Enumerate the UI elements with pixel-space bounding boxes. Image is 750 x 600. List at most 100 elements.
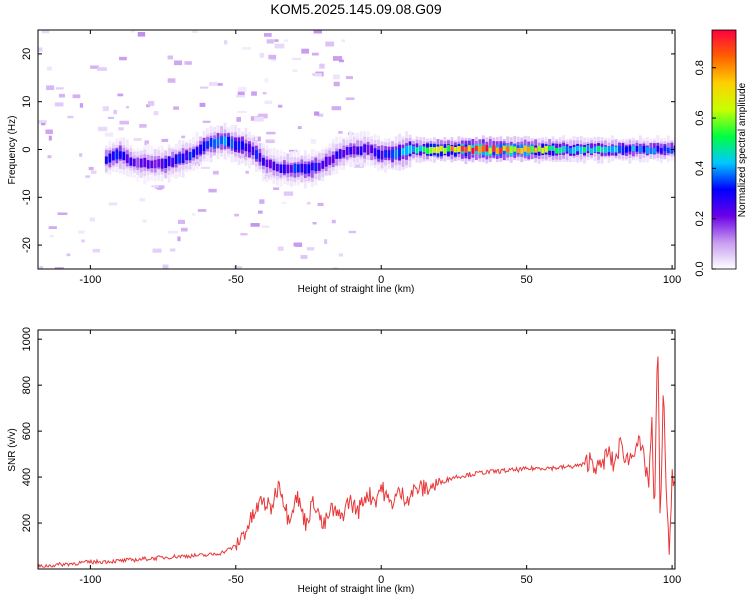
heatmap-noise-cell <box>235 95 246 98</box>
heatmap-ridge-cell <box>254 150 258 159</box>
heatmap-ridge-cell <box>310 162 314 171</box>
heatmap-noise-cell <box>151 185 159 188</box>
heatmap-noise-cell <box>278 104 283 108</box>
heatmap-ridge-cell <box>624 146 628 153</box>
heatmap-ridge-cell <box>485 144 489 152</box>
heatmap-noise-cell <box>295 242 302 247</box>
heatmap-ridge-cell <box>527 146 531 154</box>
snr-xtick-label: 100 <box>663 574 681 586</box>
heatmap-noise-cell <box>153 111 159 116</box>
snr-frame <box>37 329 676 570</box>
heatmap-ridge-cell <box>457 146 461 153</box>
heatmap-noise-cell <box>58 93 65 98</box>
heatmap-ridge-cell <box>188 151 192 161</box>
snr-xtick-label: 50 <box>521 574 533 586</box>
heatmap-noise-cell <box>352 153 360 159</box>
heatmap-noise-cell <box>79 153 83 157</box>
heatmap-noise-cell <box>88 166 94 171</box>
heatmap-ridge-cell <box>125 154 129 164</box>
heatmap-noise-cell <box>312 222 317 225</box>
heatmap-ridge-cell <box>617 145 621 153</box>
heatmap-ridge-cell <box>555 147 559 154</box>
heatmap-ridge-cell <box>614 146 618 153</box>
heatmap-ridge-cell <box>164 158 168 168</box>
heatmap-noise-cell <box>338 253 344 257</box>
heatmap-ridge-cell <box>436 146 440 154</box>
heatmap-noise-cell <box>212 170 219 175</box>
heatmap-noise-cell <box>142 219 147 223</box>
heatmap-ridge-cell <box>628 145 632 152</box>
heatmap-ridge-cell <box>268 159 272 169</box>
heatmap-noise-cell <box>47 155 52 159</box>
heatmap-ridge-cell <box>258 153 262 162</box>
heatmap-ridge-cell <box>230 138 234 149</box>
heatmap-noise-cell <box>107 116 114 119</box>
heatmap-noise-cell <box>152 248 162 253</box>
heatmap-noise-cell <box>237 91 245 97</box>
heatmap-noise-cell <box>169 248 176 252</box>
heatmap-ridge-cell <box>645 146 649 154</box>
heatmap-ridge-cell <box>314 162 318 172</box>
heatmap-ridge-cell <box>174 154 178 164</box>
heatmap-ridge-cell <box>300 163 304 173</box>
heatmap-noise-cell <box>48 226 57 229</box>
heatmap-noise-cell <box>264 100 273 105</box>
heatmap-noise-cell <box>265 139 275 144</box>
heatmap-noise-cell <box>167 55 174 60</box>
heatmap-ridge-cell <box>534 147 538 153</box>
heatmap-ridge-cell <box>565 146 569 152</box>
colorbar-ticks: 0.0 0.2 0.4 0.6 0.8 <box>694 60 716 277</box>
heatmap-noise-cell <box>317 202 324 207</box>
heatmap-ridge-cell <box>157 159 161 168</box>
heatmap-noise-cell <box>317 113 324 117</box>
heatmap-ridge-cell <box>286 164 290 174</box>
heatmap-ridge-cell <box>429 146 433 154</box>
heatmap-ridge-cell <box>398 147 401 157</box>
heatmap-ridge-cell <box>178 154 182 164</box>
heatmap-ridge-cell <box>289 165 293 173</box>
heatmap-ridge-cell <box>272 161 276 171</box>
heatmap-noise-cell <box>325 41 335 47</box>
heatmap-ridge-cell <box>460 145 464 152</box>
spectrogram-xtick-label: -50 <box>228 274 244 286</box>
heatmap-ridge-cell <box>635 146 639 152</box>
heatmap-noise-cell <box>90 65 99 69</box>
heatmap-ridge-cell <box>303 164 307 174</box>
heatmap-noise-cell <box>92 248 101 253</box>
heatmap-ridge-cell <box>453 146 457 153</box>
heatmap-ridge-cell <box>631 145 635 151</box>
heatmap-ridge-cell <box>499 147 503 154</box>
colorbar-frame <box>711 29 737 270</box>
heatmap-noise-cell <box>277 246 284 251</box>
heatmap-ridge-cell <box>345 146 349 155</box>
heatmap-ridge-cell <box>275 163 279 172</box>
heatmap-noise-cell <box>250 223 260 227</box>
heatmap-noise-cell <box>274 43 285 49</box>
heatmap-ridge-cell <box>331 155 335 164</box>
heatmap-noise-cell <box>108 202 118 206</box>
heatmap-ridge-cell <box>506 146 510 153</box>
heatmap-noise-cell <box>148 100 155 106</box>
heatmap-noise-cell <box>177 219 185 225</box>
heatmap-noise-cell <box>55 87 64 90</box>
heatmap-ridge-cell <box>481 145 485 153</box>
colorbar-label: Normalized spectral amplitude <box>737 82 748 217</box>
heatmap-ridge-cell <box>478 146 482 153</box>
heatmap-noise-cell <box>292 69 298 72</box>
heatmap-noise-cell <box>139 198 146 202</box>
heatmap-noise-cell <box>331 219 336 224</box>
heatmap-ridge-cell <box>502 145 506 151</box>
heatmap-noise-cell <box>216 83 223 86</box>
heatmap-noise-cell <box>237 86 247 92</box>
heatmap-noise-cell <box>119 56 127 61</box>
heatmap-ridge-cell <box>307 164 311 174</box>
heatmap-ridge-cell <box>248 144 251 153</box>
heatmap-ridge-cell <box>509 146 513 154</box>
heatmap-ridge-cell <box>279 164 283 173</box>
heatmap-ridge-cell <box>167 156 171 167</box>
heatmap-noise-cell <box>324 239 328 244</box>
heatmap-ridge-cell <box>150 160 154 169</box>
heatmap-noise-cell <box>266 131 276 135</box>
